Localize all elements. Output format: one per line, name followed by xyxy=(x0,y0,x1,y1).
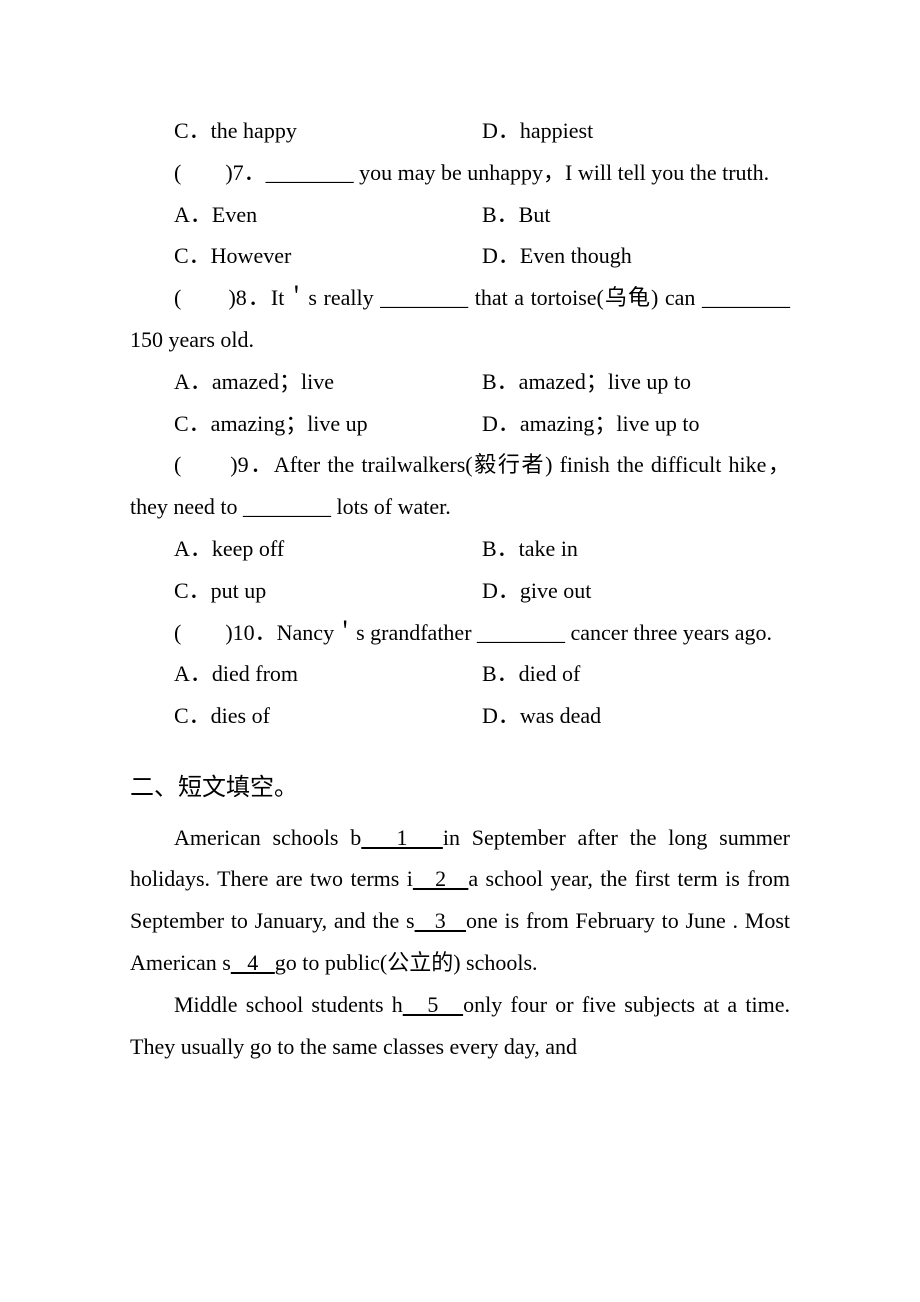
passage-p1: American schools b 1 in September after … xyxy=(130,817,790,984)
p1-text-e: go to public(公立的) schools. xyxy=(275,950,538,975)
passage-p2: Middle school students h 5 only four or … xyxy=(130,984,790,1068)
blank-5: 5 xyxy=(403,992,463,1017)
q10-options-row2: C．dies of D．was dead xyxy=(130,695,790,737)
q10-option-b: B．died of xyxy=(482,653,790,695)
q9-option-b: B．take in xyxy=(482,528,790,570)
q6-options-row2: C．the happy D．happiest xyxy=(130,110,790,152)
q9-stem-part1: ( )9．After the trailwalkers(毅行者) finish … xyxy=(130,452,728,477)
q7-stem: ( )7．________ you may be unhappy，I will … xyxy=(130,152,790,194)
q6-option-c: C．the happy xyxy=(174,110,482,152)
q9-option-d: D．give out xyxy=(482,570,790,612)
q6-option-d: D．happiest xyxy=(482,110,790,152)
p1-text-a: American schools b xyxy=(174,825,361,850)
q9-options-row2: C．put up D．give out xyxy=(130,570,790,612)
blank-1: 1 xyxy=(361,825,443,850)
q9-option-a: A．keep off xyxy=(174,528,482,570)
q10-options-row1: A．died from B．died of xyxy=(130,653,790,695)
q9-options-row1: A．keep off B．take in xyxy=(130,528,790,570)
q7-option-d: D．Even though xyxy=(482,235,790,277)
q10-stem: ( )10．Nancy＇s grandfather ________ cance… xyxy=(130,612,790,654)
p2-text-a: Middle school students h xyxy=(174,992,403,1017)
q8-option-d: D．amazing；live up to xyxy=(482,403,790,445)
q9-option-c: C．put up xyxy=(174,570,482,612)
q8-stem: ( )8．It＇s really ________ that a tortois… xyxy=(130,277,790,361)
q7-option-c: C．However xyxy=(174,235,482,277)
section2-title: 二、短文填空。 xyxy=(130,765,790,811)
q10-option-d: D．was dead xyxy=(482,695,790,737)
q10-option-c: C．dies of xyxy=(174,695,482,737)
q8-option-a: A．amazed；live xyxy=(174,361,482,403)
q8-options-row2: C．amazing；live up D．amazing；live up to xyxy=(130,403,790,445)
blank-4: 4 xyxy=(231,950,275,975)
q8-option-b: B．amazed；live up to xyxy=(482,361,790,403)
q7-options-row1: A．Even B．But xyxy=(130,194,790,236)
q10-stem-part2: years ago. xyxy=(683,620,772,645)
q10-stem-part1: ( )10．Nancy＇s grandfather ________ cance… xyxy=(130,620,683,645)
q8-stem-part1: ( )8．It＇s really ________ that a tortois… xyxy=(130,285,702,310)
blank-2: 2 xyxy=(413,866,468,891)
q7-option-a: A．Even xyxy=(174,194,482,236)
q8-options-row1: A．amazed；live B．amazed；live up to xyxy=(130,361,790,403)
blank-3: 3 xyxy=(415,908,466,933)
q7-option-b: B．But xyxy=(482,194,790,236)
page: C．the happy D．happiest ( )7．________ you… xyxy=(0,0,920,1302)
q9-stem: ( )9．After the trailwalkers(毅行者) finish … xyxy=(130,444,790,528)
q7-options-row2: C．However D．Even though xyxy=(130,235,790,277)
q10-option-a: A．died from xyxy=(174,653,482,695)
q8-option-c: C．amazing；live up xyxy=(174,403,482,445)
